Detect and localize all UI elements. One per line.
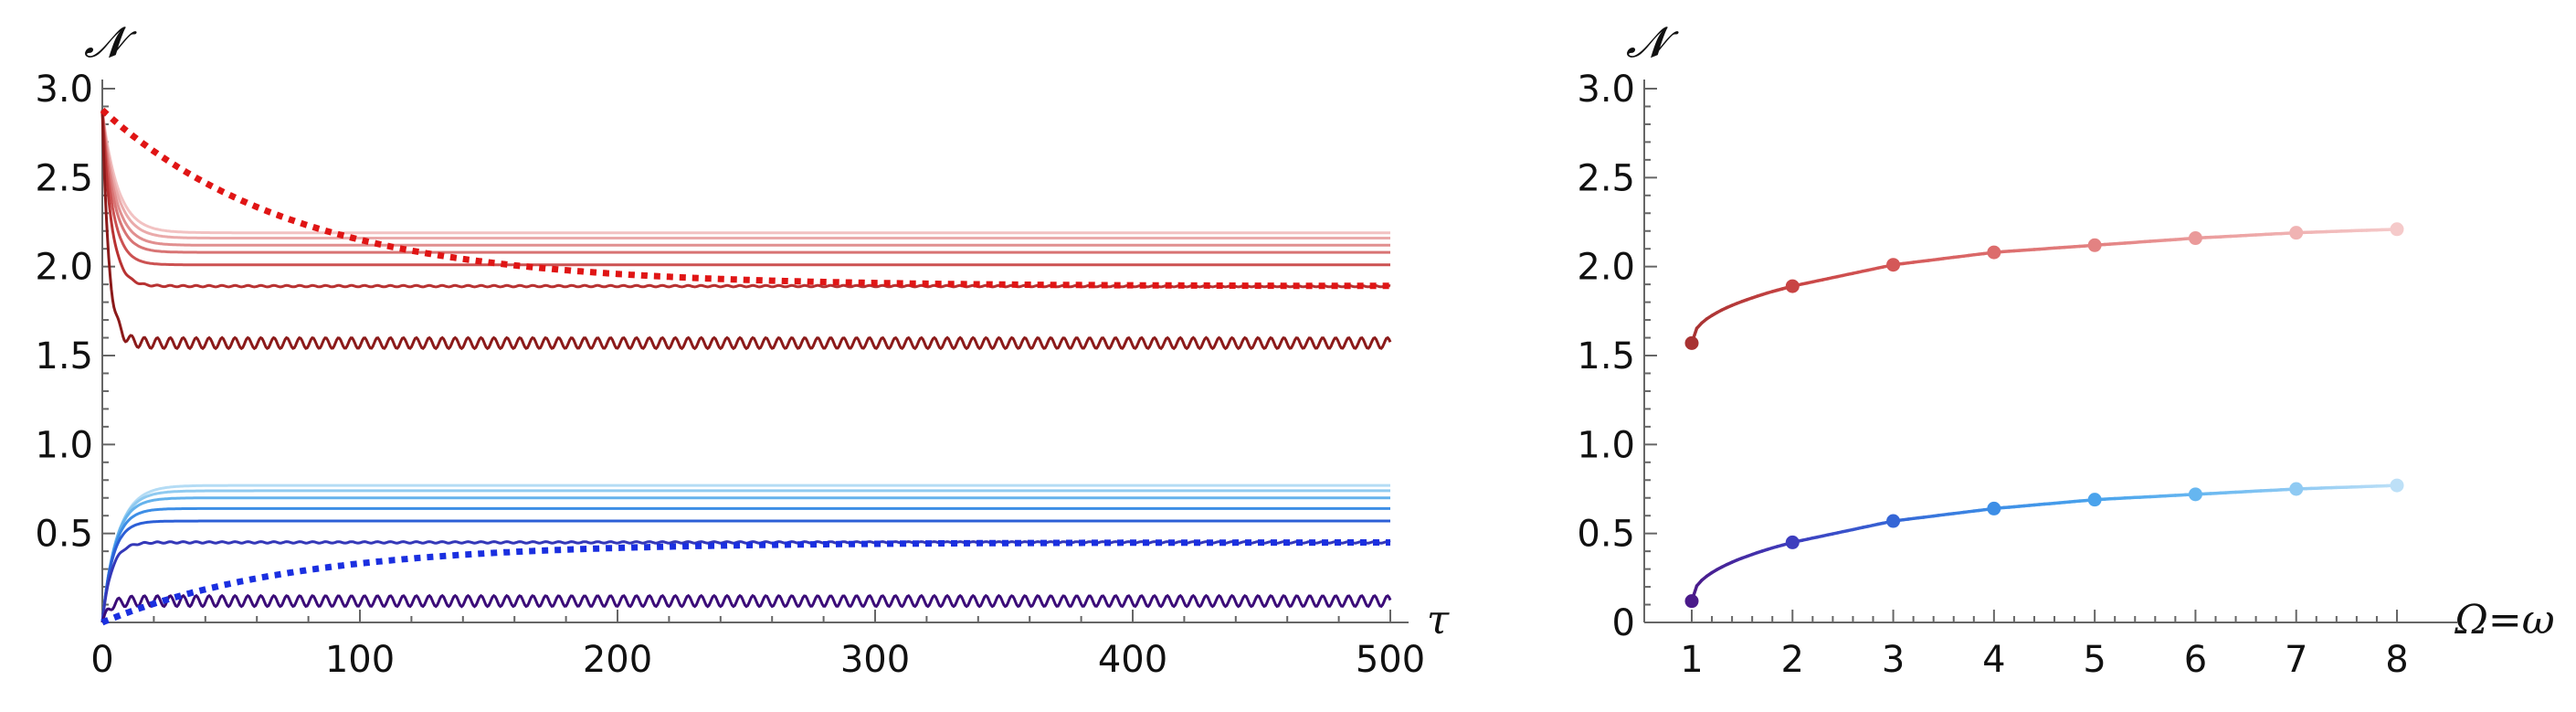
dotted-series-line xyxy=(100,107,1390,290)
y-tick-label: 3.0 xyxy=(1577,69,1635,111)
red-series-line xyxy=(100,110,1392,351)
series-1-point xyxy=(1886,514,1901,528)
red-series-line xyxy=(100,110,1391,289)
x-tick-label: 4 xyxy=(1982,639,2005,681)
y-tick-label: 0.5 xyxy=(1577,514,1635,556)
x-tick-label: 2 xyxy=(1781,639,1804,681)
blue-series-line xyxy=(100,519,1390,623)
red-series-line xyxy=(100,110,1390,267)
y-tick-label: 3.0 xyxy=(35,69,93,111)
series-1-point xyxy=(1987,501,2001,515)
x-tick-label: 0 xyxy=(90,639,113,681)
y-axis-label: 𝓝 xyxy=(1626,17,1679,67)
y-tick-label: 1.5 xyxy=(1577,335,1635,377)
x-tick-label: 400 xyxy=(1098,639,1167,681)
series-1-point xyxy=(2087,493,2102,507)
x-tick-label: 3 xyxy=(1882,639,1905,681)
series-0-point xyxy=(2188,231,2202,246)
series-0-point xyxy=(2289,226,2304,240)
y-tick-label: 0 xyxy=(1612,602,1635,644)
x-tick-label: 7 xyxy=(2285,639,2307,681)
red-series-line xyxy=(100,110,1390,247)
series-1-point xyxy=(2390,478,2404,493)
x-tick-label: 500 xyxy=(1356,639,1425,681)
series-0-point xyxy=(1785,279,1800,293)
series-0-point xyxy=(2390,222,2404,237)
series-1-point xyxy=(2289,482,2304,496)
red-series-line xyxy=(100,110,1390,235)
x-tick-label: 5 xyxy=(2083,639,2106,681)
dotted-series-line xyxy=(100,539,1390,626)
y-tick-label: 2.0 xyxy=(1577,247,1635,289)
x-axis-label: τ xyxy=(1427,597,1450,643)
red-series-line xyxy=(100,110,1390,239)
y-tick-label: 1.0 xyxy=(35,424,93,466)
y-tick-label: 0.5 xyxy=(35,514,93,556)
blue-series-line xyxy=(100,593,1392,623)
series-0-point xyxy=(1987,245,2001,260)
y-tick-label: 2.5 xyxy=(1577,157,1635,199)
series-1-point xyxy=(2188,487,2202,502)
red-series-line xyxy=(100,110,1390,254)
blue-series-line xyxy=(100,496,1390,623)
y-tick-label: 2.0 xyxy=(35,247,93,289)
y-tick-label: 2.5 xyxy=(35,157,93,199)
series-0-point xyxy=(2087,238,2102,252)
x-tick-label: 6 xyxy=(2184,639,2207,681)
x-axis-label: Ω=ω xyxy=(2454,597,2554,643)
y-tick-label: 1.0 xyxy=(1577,424,1635,466)
series-1-point xyxy=(1785,535,1800,549)
blue-series-line xyxy=(100,484,1390,623)
x-tick-label: 1 xyxy=(1680,639,1703,681)
blue-series-line xyxy=(100,506,1390,623)
blue-series-line xyxy=(100,489,1390,623)
series-0-point xyxy=(1886,258,1901,272)
x-tick-label: 8 xyxy=(2385,639,2408,681)
x-tick-label: 200 xyxy=(583,639,652,681)
series-0-point xyxy=(1684,335,1699,350)
blue-series-line xyxy=(100,540,1391,623)
x-tick-label: 100 xyxy=(325,639,395,681)
x-tick-label: 300 xyxy=(840,639,910,681)
right-chart: 0 0.5 1.0 1.5 2.0 2.5 3.0 1 2 3 4 5 6 7 8 𝓝 Ω=ω xyxy=(1577,17,2554,681)
series-1-point xyxy=(1684,594,1699,609)
y-axis-label: 𝓝 xyxy=(84,17,137,67)
left-chart: 0.5 1.0 1.5 2.0 2.5 3.0 0 100 200 300 400 500 𝓝τ xyxy=(35,17,1449,681)
y-tick-label: 1.5 xyxy=(35,335,93,377)
